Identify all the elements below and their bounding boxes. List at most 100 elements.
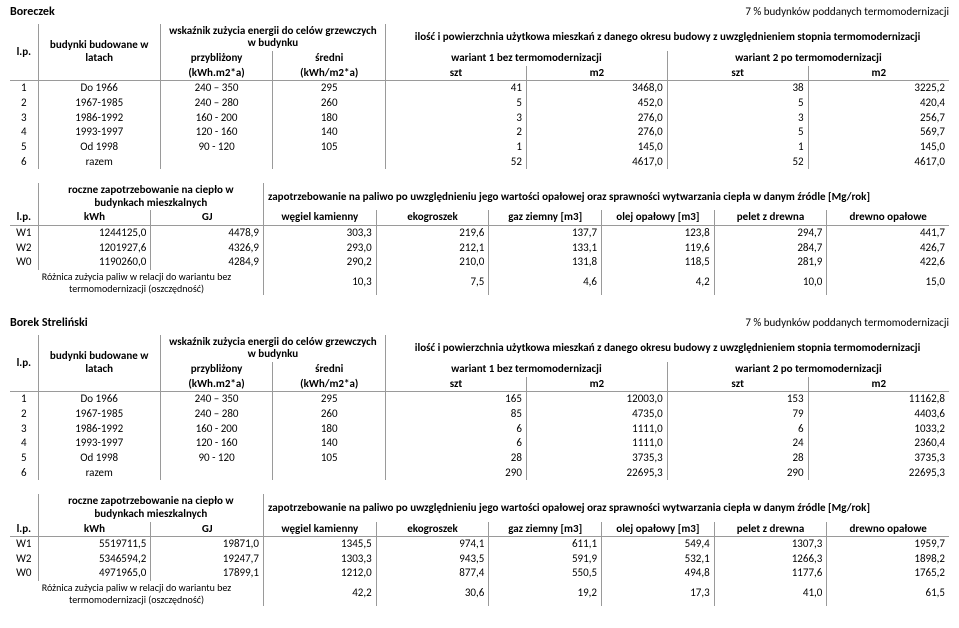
cell: 6 — [386, 422, 527, 437]
cell: W2 — [10, 552, 38, 567]
header-cell: zapotrzebowanie na paliwo po uwzględnien… — [264, 183, 950, 210]
fuel-table: roczne zapotrzebowanie na ciepło w budyn… — [10, 183, 949, 295]
cell: 118,5 — [602, 255, 715, 270]
cell: 441,7 — [827, 226, 949, 241]
cell: 1 — [10, 81, 38, 96]
cell: 3 — [667, 111, 808, 126]
cell: 1967-1985 — [38, 96, 160, 111]
header-cell: przybliżony — [160, 362, 273, 377]
cell: 24 — [667, 436, 808, 451]
header-cell: (kWh/m2*a) — [273, 66, 386, 81]
diff-row: Różnica zużycia paliw w relacji do waria… — [10, 581, 949, 606]
cell: 1190260,0 — [38, 255, 151, 270]
header-cell: m2 — [526, 377, 667, 392]
cell: W1 — [10, 226, 38, 241]
cell: 284,7 — [714, 241, 827, 256]
table-row: W0 1190260,0 4284,9 290,2 210,0 131,8 11… — [10, 255, 949, 270]
cell: 90 - 120 — [160, 451, 273, 466]
diff-label: Różnica zużycia paliw w relacji do waria… — [10, 581, 264, 606]
cell: 2 — [10, 96, 38, 111]
cell: 281,9 — [714, 255, 827, 270]
cell: 1033,2 — [808, 422, 949, 437]
cell: 219,6 — [376, 226, 489, 241]
header-cell: budynki budowane w latach — [38, 335, 160, 392]
table-row: 6 razem 52 4617,0 52 4617,0 — [10, 155, 949, 170]
cell: 240 – 280 — [160, 407, 273, 422]
cell: 180 — [273, 422, 386, 437]
cell: 2 — [10, 407, 38, 422]
cell: 180 — [273, 111, 386, 126]
cell: 145,0 — [808, 140, 949, 155]
header-cell: szt — [667, 377, 808, 392]
cell: 1244125,0 — [38, 226, 151, 241]
header-cell: przybliżony — [160, 51, 273, 66]
cell: 12003,0 — [526, 392, 667, 407]
table-row: 6 razem 290 22695,3 290 22695,3 — [10, 466, 949, 481]
header-cell: m2 — [526, 66, 667, 81]
cell: 123,8 — [602, 226, 715, 241]
cell: 1 — [10, 392, 38, 407]
cell: 4617,0 — [526, 155, 667, 170]
cell: 240 – 280 — [160, 96, 273, 111]
cell — [160, 466, 273, 481]
cell: 303,3 — [264, 226, 377, 241]
header-cell: wariant 1 bez termomodernizacji — [386, 362, 668, 377]
header-cell: średni — [273, 362, 386, 377]
cell: 19871,0 — [151, 537, 264, 552]
header-cell: olej opałowy [m3] — [602, 210, 715, 225]
document-root: Boreczek 7 % budynków poddanych termomod… — [10, 6, 949, 606]
cell: 133,1 — [489, 241, 602, 256]
section-header: Borek Streliński 7 % budynków poddanych … — [10, 317, 949, 331]
cell: 1986-1992 — [38, 111, 160, 126]
section-subtitle: 7 % budynków poddanych termomodernizacji — [386, 317, 949, 331]
section-name: Borek Streliński — [10, 317, 386, 331]
cell: 420,4 — [808, 96, 949, 111]
header-cell: szt — [667, 66, 808, 81]
cell: 1967-1985 — [38, 407, 160, 422]
cell: razem — [38, 466, 160, 481]
table-row: 5 Od 1998 90 - 120 105 28 3735,3 28 3735… — [10, 451, 949, 466]
cell: 5346594,2 — [38, 552, 151, 567]
cell: 7,5 — [376, 270, 489, 295]
cell: 276,0 — [526, 125, 667, 140]
cell: 42,2 — [264, 581, 377, 606]
header-cell: ekogroszek — [376, 522, 489, 537]
cell: 1307,3 — [714, 537, 827, 552]
cell: 6 — [386, 436, 527, 451]
buildings-table: l.p. budynki budowane w latach wskaźnik … — [10, 24, 949, 169]
table-row: W0 4971965,0 17899,1 1212,0 877,4 550,5 … — [10, 566, 949, 581]
table-row: W1 5519711,5 19871,0 1345,5 974,1 611,1 … — [10, 537, 949, 552]
cell: 160 - 200 — [160, 111, 273, 126]
table-row: 3 1986-1992 160 - 200 180 6 1111,0 6 103… — [10, 422, 949, 437]
cell: 4326,9 — [151, 241, 264, 256]
table-row: 4 1993-1997 120 - 160 140 2 276,0 5 569,… — [10, 125, 949, 140]
cell: 452,0 — [526, 96, 667, 111]
cell: 5 — [10, 451, 38, 466]
cell: 1986-1992 — [38, 422, 160, 437]
cell: 240 – 350 — [160, 392, 273, 407]
header-cell: ilość i powierzchnia użytkowa mieszkań z… — [386, 335, 949, 362]
cell: 28 — [386, 451, 527, 466]
header-cell: wariant 1 bez termomodernizacji — [386, 51, 668, 66]
section-name: Boreczek — [10, 6, 386, 20]
cell: 140 — [273, 436, 386, 451]
cell: W0 — [10, 566, 38, 581]
table-row: 2 1967-1985 240 – 280 260 5 452,0 5 420,… — [10, 96, 949, 111]
cell: 1111,0 — [526, 422, 667, 437]
header-cell — [10, 183, 38, 210]
cell: 30,6 — [376, 581, 489, 606]
cell: 6 — [10, 466, 38, 481]
cell: 41 — [386, 81, 527, 96]
cell: 10,3 — [264, 270, 377, 295]
cell: 52 — [667, 155, 808, 170]
cell: 591,9 — [489, 552, 602, 567]
header-cell: szt — [386, 66, 527, 81]
header-cell: roczne zapotrzebowanie na ciepło w budyn… — [38, 494, 263, 521]
buildings-table: l.p. budynki budowane w latach wskaźnik … — [10, 335, 949, 480]
cell: 1201927,6 — [38, 241, 151, 256]
header-cell: węgiel kamienny — [264, 522, 377, 537]
cell: 4,6 — [489, 270, 602, 295]
cell: 120 - 160 — [160, 125, 273, 140]
table-row: 3 1986-1992 160 - 200 180 3 276,0 3 256,… — [10, 111, 949, 126]
cell: 4 — [10, 125, 38, 140]
